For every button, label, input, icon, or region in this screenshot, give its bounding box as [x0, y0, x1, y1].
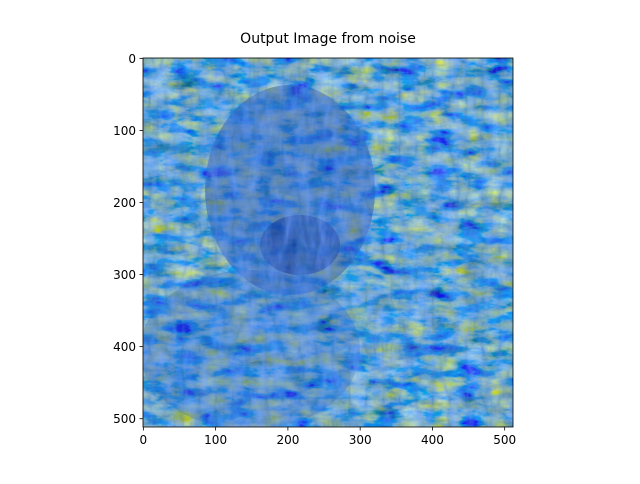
chart-title: Output Image from noise: [240, 31, 416, 47]
y-tick-label: 100: [113, 124, 136, 138]
x-tick-label: 0: [140, 433, 148, 447]
x-tick-label: 400: [421, 433, 444, 447]
x-tick-label: 100: [204, 433, 227, 447]
x-tick-label: 200: [276, 433, 299, 447]
y-tick-label: 200: [113, 196, 136, 210]
x-tick-label: 500: [493, 433, 516, 447]
image-strokes: [143, 58, 513, 427]
axes-frame: [142, 57, 514, 428]
y-tick-label: 400: [113, 340, 136, 354]
y-tick-label: 500: [113, 412, 136, 426]
x-tick-label: 300: [349, 433, 372, 447]
image: [143, 58, 513, 427]
y-tick-label: 300: [113, 268, 136, 282]
y-tick-label: 0: [128, 52, 136, 66]
